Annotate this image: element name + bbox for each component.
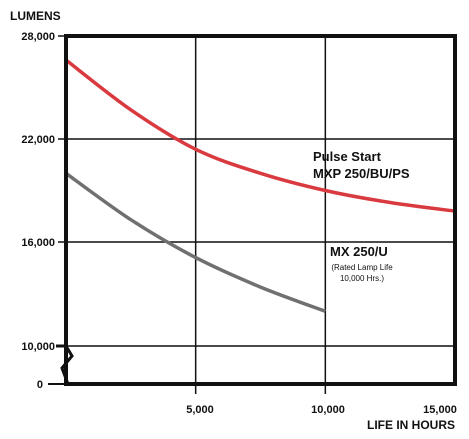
series-note-line2: 10,000 Hrs.)	[340, 274, 384, 283]
y-tick-label-10000: 10,000	[21, 341, 55, 353]
x-tick-labels: 5,000 10,000 15,000	[186, 404, 457, 416]
series-lines	[64, 58, 456, 313]
x-tick-label-10000: 10,000	[311, 404, 345, 416]
gridlines	[48, 35, 455, 394]
x-tick-label-15000: 15,000	[423, 404, 457, 416]
series-line-pulse-start	[64, 58, 456, 213]
x-tick-label-5000: 5,000	[186, 404, 214, 416]
y-tick-label-22000: 22,000	[21, 134, 55, 146]
y-tick-label-16000: 16,000	[21, 237, 55, 249]
legend-pulse-start: Pulse Start MXP 250/BU/PS	[313, 149, 410, 181]
x-axis-title: LIFE IN HOURS	[367, 418, 455, 432]
y-tick-labels: 28,000 22,000 16,000 10,000 0	[21, 31, 55, 391]
series-note-line1: (Rated Lamp Life	[331, 263, 393, 272]
y-axis-title: LUMENS	[10, 9, 61, 23]
series-label-mx250u: MX 250/U	[330, 244, 388, 259]
y-axis-break	[56, 344, 74, 385]
legend-mx250u: MX 250/U (Rated Lamp Life 10,000 Hrs.)	[330, 244, 393, 283]
y-tick-label-0: 0	[37, 379, 43, 391]
y-tick-label-28000: 28,000	[21, 31, 55, 43]
plot-frame	[64, 34, 457, 386]
series-label-pulse-start-line2: MXP 250/BU/PS	[313, 166, 410, 181]
series-line-mx250u	[64, 171, 326, 313]
series-label-pulse-start-line1: Pulse Start	[313, 149, 382, 164]
